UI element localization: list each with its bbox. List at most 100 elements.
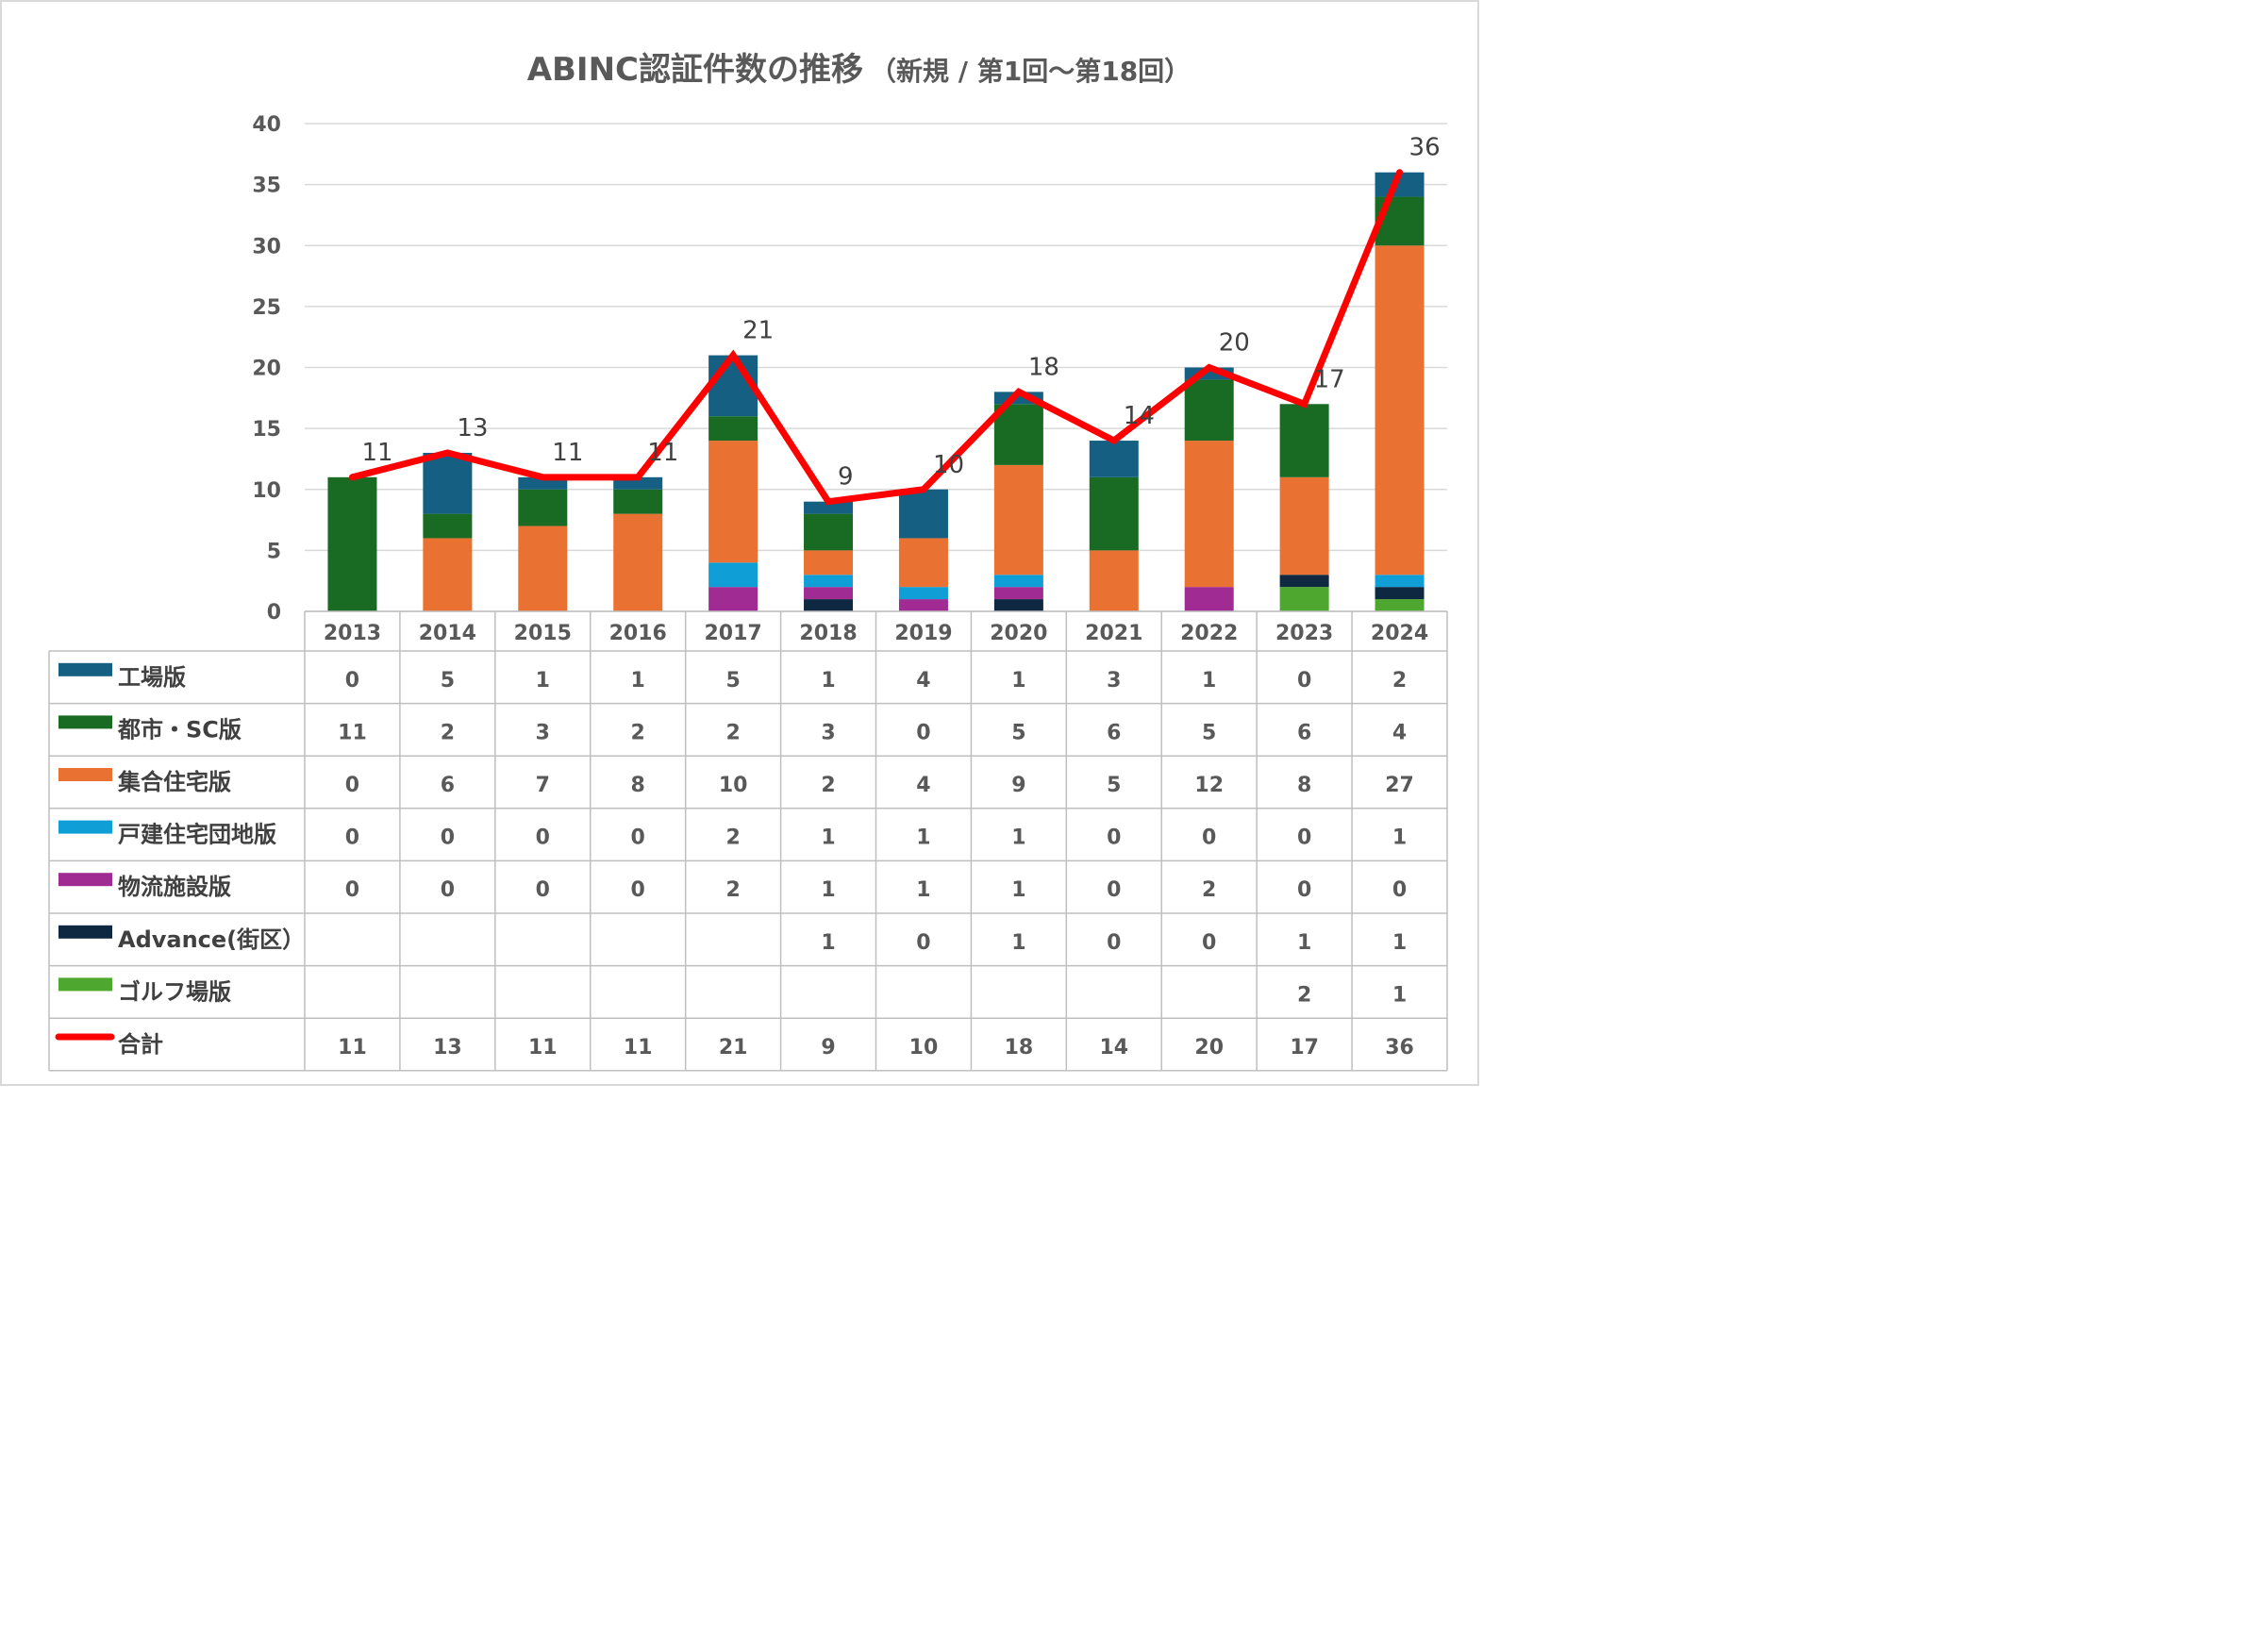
bar-segment	[1375, 587, 1425, 600]
legend-key	[58, 768, 112, 781]
bar-segment	[804, 501, 854, 514]
table-cell: 1	[1011, 669, 1025, 693]
total-data-label: 17	[1314, 365, 1345, 393]
chart: ABINC認証件数の推移 （新規 / 第1回～第18回） 05101520253…	[0, 0, 1479, 1086]
table-cell: 6	[441, 774, 455, 797]
table-cell: 5	[1011, 721, 1025, 744]
table-cell: 0	[1107, 931, 1121, 955]
table-cell: 1	[1392, 931, 1407, 955]
y-tick-label: 35	[252, 175, 281, 198]
legend-key	[58, 977, 112, 992]
bar-segment	[1089, 550, 1139, 611]
bar-segment	[1089, 476, 1139, 551]
table-cell: 0	[536, 878, 550, 902]
table-cell: 5	[725, 669, 740, 693]
table-cell: 2	[631, 721, 645, 744]
total-data-label: 36	[1409, 134, 1441, 162]
table-cell: 2	[441, 721, 455, 744]
legend-key	[58, 820, 112, 834]
legend-label: 工場版	[118, 664, 186, 691]
table-cell: 0	[1107, 826, 1121, 850]
total-data-label: 9	[838, 463, 854, 492]
table-cell: 2	[1202, 878, 1216, 902]
bar-segment	[1375, 575, 1425, 588]
table-cell: 5	[441, 669, 455, 693]
bar-segment	[898, 538, 948, 588]
table-cell: 3	[536, 721, 550, 744]
table-cell: 5	[1202, 721, 1216, 744]
bar-segment	[1375, 245, 1425, 576]
y-tick-label: 30	[252, 235, 281, 259]
bar-segment	[1184, 379, 1234, 442]
table-cell: 9	[821, 1036, 835, 1060]
table-cell: 21	[719, 1036, 748, 1060]
table-cell: 3	[1107, 669, 1121, 693]
table-cell: 0	[345, 774, 359, 797]
table-cell: 6	[1297, 721, 1311, 744]
y-axis: 0 5 10 15 20 25 30 35 40	[252, 113, 281, 625]
bar-segment	[708, 587, 758, 611]
bar-segment	[898, 599, 948, 611]
table-cell: 2	[725, 878, 740, 902]
table-cell: 3	[821, 721, 835, 744]
table-cell: 1	[1011, 878, 1025, 902]
bar-segment	[423, 538, 473, 611]
legend-label: Advance(街区）	[118, 926, 305, 953]
table-cell: 1	[536, 669, 550, 693]
table-cell: 4	[1392, 721, 1407, 744]
bar-segment	[708, 416, 758, 442]
table-cell: 0	[1297, 669, 1311, 693]
bar-segment	[613, 513, 663, 611]
bar-segment	[804, 587, 854, 600]
x-tick-label: 2020	[990, 622, 1047, 645]
bar-segment	[1279, 587, 1329, 611]
table-cell: 0	[916, 721, 930, 744]
y-tick-label: 20	[252, 358, 281, 381]
table-cell: 6	[1107, 721, 1121, 744]
table-cell: 8	[1297, 774, 1311, 797]
table-cell: 1	[916, 826, 930, 850]
table-cell: 1	[1392, 983, 1407, 1007]
bar-segment	[518, 489, 568, 526]
total-data-label: 21	[742, 317, 774, 345]
legend-label: 集合住宅版	[117, 769, 231, 795]
table-cell: 9	[1011, 774, 1025, 797]
bar-segment	[1375, 599, 1425, 611]
table-cell: 27	[1385, 774, 1414, 797]
table-cell: 2	[725, 826, 740, 850]
bar-segment	[804, 599, 854, 611]
bar-segment	[993, 404, 1043, 465]
x-tick-label: 2017	[705, 622, 762, 645]
total-data-label: 11	[552, 439, 583, 467]
table-cell: 1	[821, 931, 835, 955]
table-cell: 10	[719, 774, 748, 797]
total-data-label: 10	[933, 451, 964, 479]
legend-label: 都市・SC版	[117, 716, 242, 743]
table-cell: 1	[1011, 931, 1025, 955]
table-cell: 0	[441, 878, 455, 902]
table-cell: 2	[1392, 669, 1407, 693]
table-cell: 0	[916, 931, 930, 955]
x-tick-label: 2019	[894, 622, 952, 645]
y-tick-label: 15	[252, 418, 281, 442]
bar-segment	[993, 587, 1043, 600]
table-cell: 11	[338, 1036, 367, 1060]
table-cell: 11	[528, 1036, 558, 1060]
bar-segment	[423, 452, 473, 514]
table-cell: 8	[631, 774, 645, 797]
table-cell: 0	[1297, 878, 1311, 902]
table-cell: 0	[345, 826, 359, 850]
table-cell: 2	[725, 721, 740, 744]
table-cell: 4	[916, 774, 930, 797]
bar-segment	[613, 489, 663, 514]
bar-segment	[1089, 441, 1139, 477]
bar-segment	[993, 464, 1043, 576]
x-tick-label: 2023	[1275, 622, 1333, 645]
total-data-label: 13	[457, 414, 488, 442]
table-cell: 1	[1011, 826, 1025, 850]
bar-segment	[993, 599, 1043, 611]
bar-segment	[518, 526, 568, 611]
bar-segment	[1279, 575, 1329, 588]
table-cell: 0	[631, 878, 645, 902]
table-cell: 1	[631, 669, 645, 693]
